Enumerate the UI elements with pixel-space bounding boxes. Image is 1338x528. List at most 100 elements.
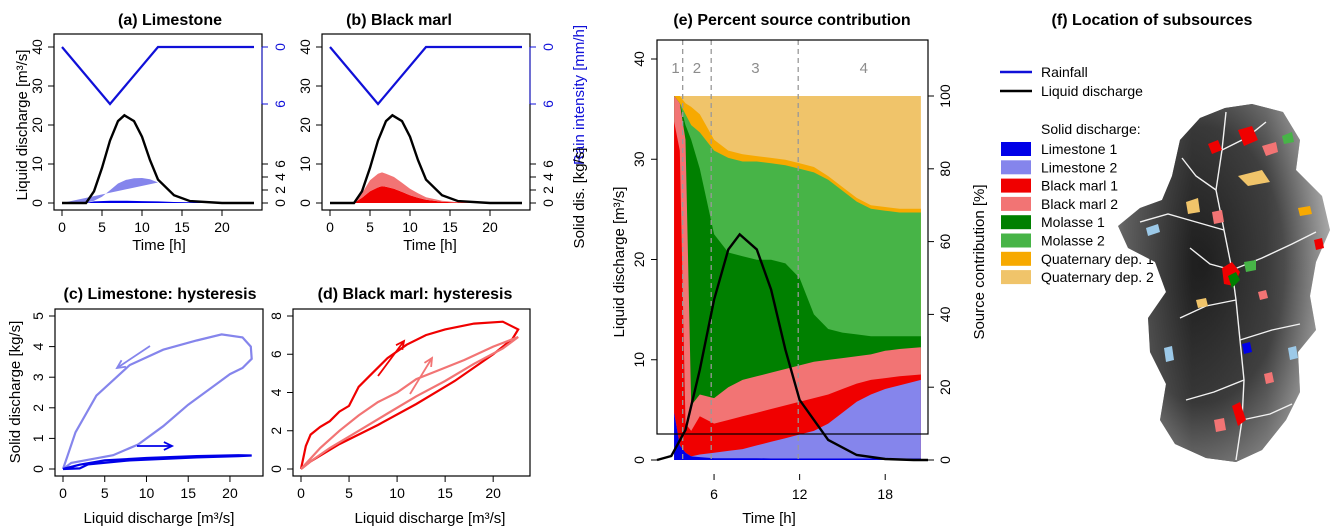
- solid-tick-label: 2: [540, 186, 556, 194]
- y-tick-label: 20: [29, 117, 45, 133]
- right-y-tick-label: 40: [937, 306, 953, 322]
- legend-solid-header: Solid discharge:: [1041, 121, 1141, 137]
- x-tick-label: 10: [134, 219, 150, 235]
- y-tick-label: 20: [297, 117, 313, 133]
- x-tick-label: 20: [482, 219, 498, 235]
- x-tick-label: 5: [98, 219, 106, 235]
- y-tick-label: 1: [30, 434, 46, 442]
- plot-frame: [656, 39, 929, 435]
- legend-label-limestone2: Limestone 2: [1041, 159, 1117, 175]
- x-tick-label: 15: [442, 219, 458, 235]
- y-tick-label: 0: [631, 456, 647, 464]
- y-tick-label: 3: [30, 373, 46, 381]
- legend-label-quat1: Quaternary dep. 1: [1041, 251, 1154, 267]
- panel-c-xlabel: Liquid discharge [m³/s]: [84, 510, 235, 527]
- y-tick-label: 0: [268, 465, 284, 473]
- rainfall-line: [61, 45, 254, 106]
- legend-label-blackmarl1: Black marl 1: [1041, 178, 1118, 194]
- solid-tick-label: 2: [272, 186, 288, 194]
- panel-e-right-ylabel: Source contribution [%]: [971, 184, 988, 339]
- panel-e-title: (e) Percent source contribution: [673, 12, 910, 29]
- y-tick-label: 40: [29, 39, 45, 55]
- solid-area-black-marl-2: [330, 172, 522, 203]
- panel-e-ylabel: Liquid discharge [m³/s]: [611, 187, 628, 338]
- panel-d-plot: 0 5 10 15 20 0 2 4 6 8: [268, 308, 531, 501]
- rainfall-line: [329, 45, 522, 106]
- legend-swatch-quat2: [1001, 270, 1031, 285]
- solid-tick-label: 0: [272, 199, 288, 207]
- panel-d-xlabel: Liquid discharge [m³/s]: [355, 510, 506, 527]
- y-tick-label: 4: [268, 388, 284, 396]
- y-tick-label: 40: [297, 39, 313, 55]
- panel-e-plot: 1 2 3 4 6 12 18 0 10 20 30 40 0 20 40 60 80 100: [631, 39, 953, 502]
- x-tick-label: 0: [326, 219, 334, 235]
- solid-tick-label: 6: [272, 160, 288, 168]
- y-tick-label: 6: [268, 350, 284, 358]
- direction-arrow-limestone-2-head: [115, 359, 127, 370]
- y-tick-label: 10: [29, 156, 45, 172]
- panel-b-rain-axis-label: Rain intensity [mm/h]: [571, 25, 588, 165]
- x-tick-label: 12: [792, 486, 808, 502]
- solid-tick-label: 4: [540, 173, 556, 181]
- solid-area-limestone-1: [62, 200, 254, 203]
- y-tick-label: 4: [30, 342, 46, 350]
- x-tick-label: 18: [877, 486, 893, 502]
- y-tick-label: 2: [30, 404, 46, 412]
- y-tick-label: 0: [297, 199, 313, 207]
- y-tick-label: 30: [29, 78, 45, 94]
- x-tick-label: 6: [710, 486, 718, 502]
- liquid-discharge-line: [656, 232, 928, 462]
- hysteresis-loop-limestone-1: [62, 454, 252, 471]
- legend-label-quat2: Quaternary dep. 2: [1041, 269, 1154, 285]
- direction-arrow-black-marl-2-head: [423, 356, 434, 368]
- legend: Rainfall Liquid discharge Solid discharg…: [1000, 64, 1154, 285]
- subsource-patches: [1146, 126, 1324, 432]
- phase-label: 2: [693, 60, 701, 77]
- panel-c-plot: 0 5 10 15 20 0 1 2 3 4 5: [30, 308, 264, 501]
- y-tick-label: 0: [30, 465, 46, 473]
- rain-tick-label: 6: [540, 100, 556, 108]
- right-y-tick-label: 20: [937, 379, 953, 395]
- x-tick-label: 15: [180, 485, 196, 501]
- panel-a-plot: 0 5 10 15 20 0 10 20 30 40 0 6 0 2 4 6: [29, 33, 288, 235]
- x-tick-label: 20: [222, 485, 238, 501]
- legend-swatch-blackmarl2: [1001, 196, 1031, 211]
- y-tick-label: 20: [631, 252, 647, 268]
- subsource-location-map: [1118, 104, 1330, 462]
- legend-swatch-blackmarl1: [1001, 178, 1031, 193]
- panel-a-ylabel: Liquid discharge [m³/s]: [14, 50, 31, 201]
- rain-tick-label: 0: [540, 43, 556, 51]
- y-tick-label: 0: [29, 199, 45, 207]
- x-tick-label: 10: [389, 485, 405, 501]
- legend-swatch-molasse2: [1001, 233, 1031, 248]
- x-tick-label: 5: [101, 485, 109, 501]
- plot-frame: [53, 33, 263, 211]
- x-tick-label: 10: [139, 485, 155, 501]
- legend-swatch-molasse1: [1001, 215, 1031, 230]
- phase-label: 4: [860, 60, 868, 77]
- direction-arrow-black-marl-1: [377, 340, 405, 377]
- hysteresis-loop-black-marl-2: [300, 335, 519, 470]
- right-y-tick-label: 0: [937, 456, 953, 464]
- solid-tick-label: 0: [540, 199, 556, 207]
- direction-arrow-black-marl-1-head: [395, 339, 406, 351]
- liquid-discharge-line: [62, 113, 254, 205]
- solid-tick-label: 4: [272, 173, 288, 181]
- panel-b-solid-axis-label: Solid dis. [kg/s]: [571, 148, 588, 249]
- right-y-tick-label: 60: [937, 234, 953, 250]
- rain-tick-label: 6: [272, 100, 288, 108]
- legend-label-molasse1: Molasse 1: [1041, 214, 1105, 230]
- y-tick-label: 30: [631, 151, 647, 167]
- x-tick-label: 15: [174, 219, 190, 235]
- y-tick-label: 8: [268, 312, 284, 320]
- y-tick-label: 30: [297, 78, 313, 94]
- legend-liquid-label: Liquid discharge: [1041, 83, 1143, 99]
- contribution-area-limestone-2: [674, 379, 921, 460]
- x-tick-label: 20: [485, 485, 501, 501]
- panel-a-title: (a) Limestone: [118, 12, 222, 29]
- contribution-area-black-marl-2: [674, 96, 921, 460]
- legend-swatch-limestone1: [1001, 142, 1031, 156]
- x-tick-label: 0: [58, 219, 66, 235]
- panel-c-title: (c) Limestone: hysteresis: [64, 286, 257, 303]
